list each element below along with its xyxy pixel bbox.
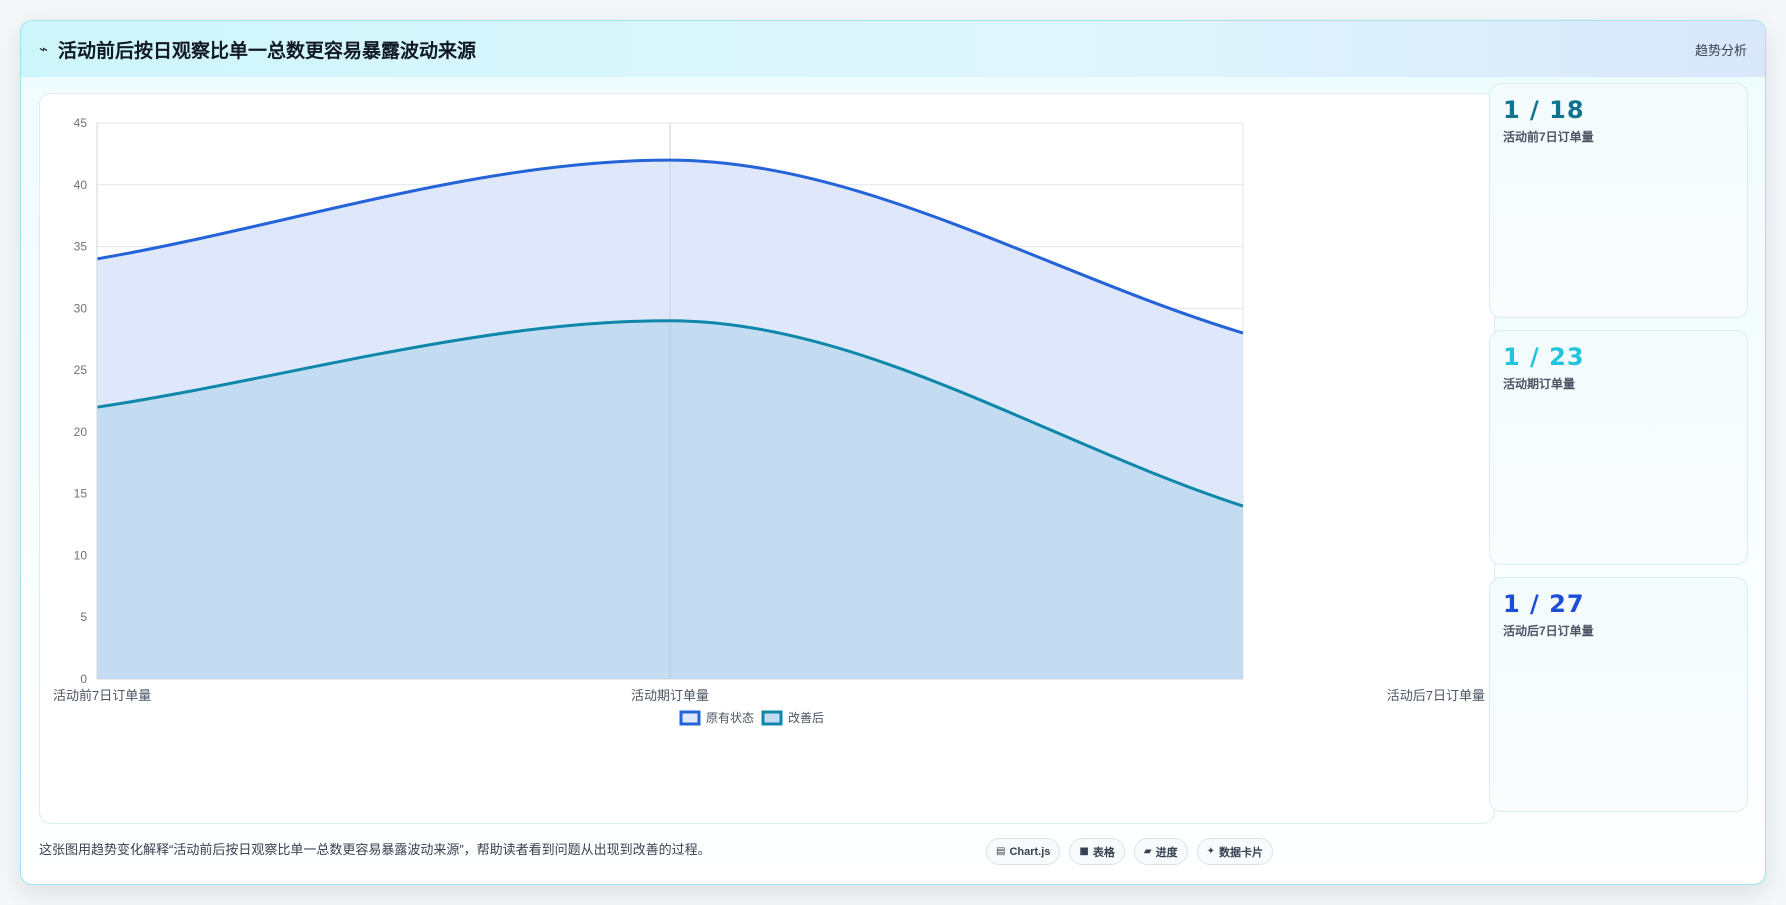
chart-panel: 0 5 10 15 20 25 30 35 40 45 活动前7日订单量 活动期订单量 活动后7日订单量… [39, 93, 1495, 824]
legend-label: 改善后 [788, 710, 824, 725]
page-title: 活动前后按日观察比单一总数更容易暴露波动来源 [58, 40, 477, 62]
chip-progress[interactable]: ▰ 进度 [1133, 838, 1188, 865]
chip-data-card[interactable]: ✦ 数据卡片 [1196, 838, 1273, 865]
trend-line-icon: ⌁ [39, 40, 49, 58]
stat-value: 1 / 23 [1503, 343, 1585, 371]
y-tick-label: 10 [74, 548, 88, 562]
y-tick-label: 0 [80, 672, 87, 686]
stat-value: 1 / 27 [1503, 590, 1585, 618]
y-tick-label: 35 [74, 240, 88, 254]
y-tick-label: 5 [80, 610, 87, 624]
series-line-2 [96, 319, 1244, 508]
x-tick-label: 活动后7日订单量 [1387, 688, 1485, 703]
series-area-2 [97, 320, 1243, 679]
stat-label: 活动前7日订单量 [1503, 130, 1594, 144]
area-chart: 0 5 10 15 20 25 30 35 40 45 活动前7日订单量 活动期订单量 活动后7日订单量… [53, 116, 1485, 726]
y-tick-label: 25 [74, 363, 88, 377]
chip-table[interactable]: ■ 表格 [1069, 838, 1125, 865]
chip-chartjs[interactable]: ▤ Chart.js [986, 838, 1061, 865]
x-tick-label: 活动期订单量 [631, 688, 709, 703]
series-line-1 [96, 158, 1244, 335]
progress-icon: ▰ [1143, 846, 1152, 857]
stat-card-during: 1 / 23 活动期订单量 [1489, 330, 1748, 565]
stat-card-before: 1 / 18 活动前7日订单量 [1489, 83, 1748, 318]
y-tick-label: 30 [74, 301, 88, 315]
y-tick-label: 15 [74, 487, 88, 501]
chip-label: Chart.js [1009, 845, 1051, 858]
chart-card: ⌁ 活动前后按日观察比单一总数更容易暴露波动来源 趋势分析 0 5 10 15 20 25… [20, 20, 1766, 885]
legend-swatch [761, 710, 783, 726]
chart-description: 这张图用趋势变化解释“活动前后按日观察比单一总数更容易暴露波动来源”，帮助读者看… [39, 842, 711, 857]
y-tick-label: 20 [74, 425, 88, 439]
sparkle-icon: ✦ [1206, 846, 1215, 857]
chip-label: 表格 [1092, 846, 1115, 859]
y-tick-label: 45 [74, 116, 88, 130]
chip-label: 进度 [1155, 846, 1178, 859]
tech-chips: ▤ Chart.js ■ 表格 ▰ 进度 ✦ 数据卡片 [986, 838, 1273, 865]
legend-label: 原有状态 [706, 711, 754, 725]
chip-label: 数据卡片 [1218, 846, 1263, 859]
table-icon: ■ [1079, 846, 1089, 857]
card-header: ⌁ 活动前后按日观察比单一总数更容易暴露波动来源 趋势分析 [21, 21, 1765, 77]
stat-value: 1 / 18 [1503, 96, 1585, 124]
category-tag: 趋势分析 [1694, 42, 1747, 58]
stat-label: 活动后7日订单量 [1503, 624, 1594, 638]
stat-label: 活动期订单量 [1503, 377, 1576, 391]
legend-swatch [679, 710, 701, 726]
y-tick-label: 40 [74, 178, 88, 192]
chart-icon: ▤ [996, 846, 1006, 857]
stat-card-after: 1 / 27 活动后7日订单量 [1489, 577, 1748, 812]
x-tick-label: 活动前7日订单量 [53, 688, 151, 703]
